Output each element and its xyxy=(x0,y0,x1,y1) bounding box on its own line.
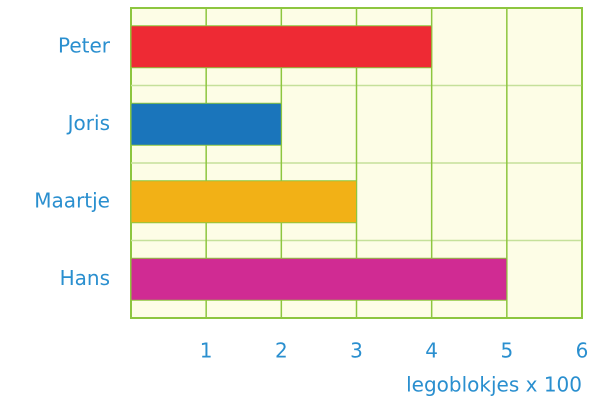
y-tick-label: Peter xyxy=(58,33,111,57)
y-tick-label: Joris xyxy=(66,111,110,135)
y-tick-label: Maartje xyxy=(34,188,110,212)
x-axis-label: legoblokjes x 100 xyxy=(406,373,582,397)
x-tick-label: 2 xyxy=(275,339,288,363)
x-tick-label: 1 xyxy=(200,339,213,363)
x-tick-label: 6 xyxy=(576,339,589,363)
bar xyxy=(130,180,357,224)
bar xyxy=(130,25,433,69)
y-tick-label: Hans xyxy=(60,266,110,290)
x-tick-label: 3 xyxy=(350,339,363,363)
bar xyxy=(130,102,282,146)
bar xyxy=(130,257,508,301)
x-tick-label: 4 xyxy=(425,339,438,363)
x-tick-label: 5 xyxy=(500,339,513,363)
